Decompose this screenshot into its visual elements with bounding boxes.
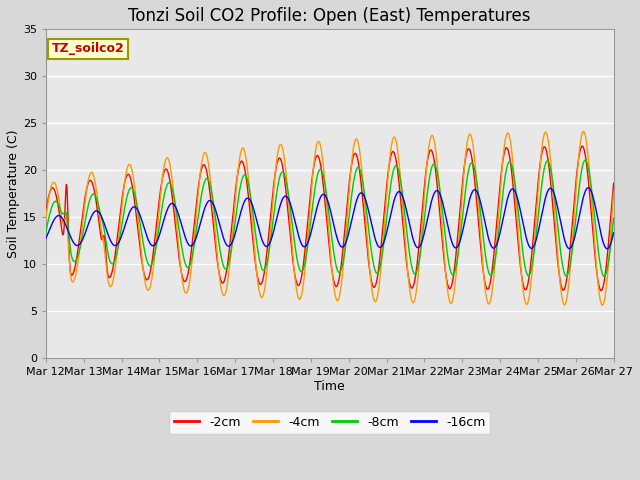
Title: Tonzi Soil CO2 Profile: Open (East) Temperatures: Tonzi Soil CO2 Profile: Open (East) Temp… — [129, 7, 531, 25]
X-axis label: Time: Time — [314, 380, 345, 393]
Text: TZ_soilco2: TZ_soilco2 — [52, 42, 124, 56]
Legend: -2cm, -4cm, -8cm, -16cm: -2cm, -4cm, -8cm, -16cm — [169, 411, 490, 434]
Y-axis label: Soil Temperature (C): Soil Temperature (C) — [7, 130, 20, 258]
